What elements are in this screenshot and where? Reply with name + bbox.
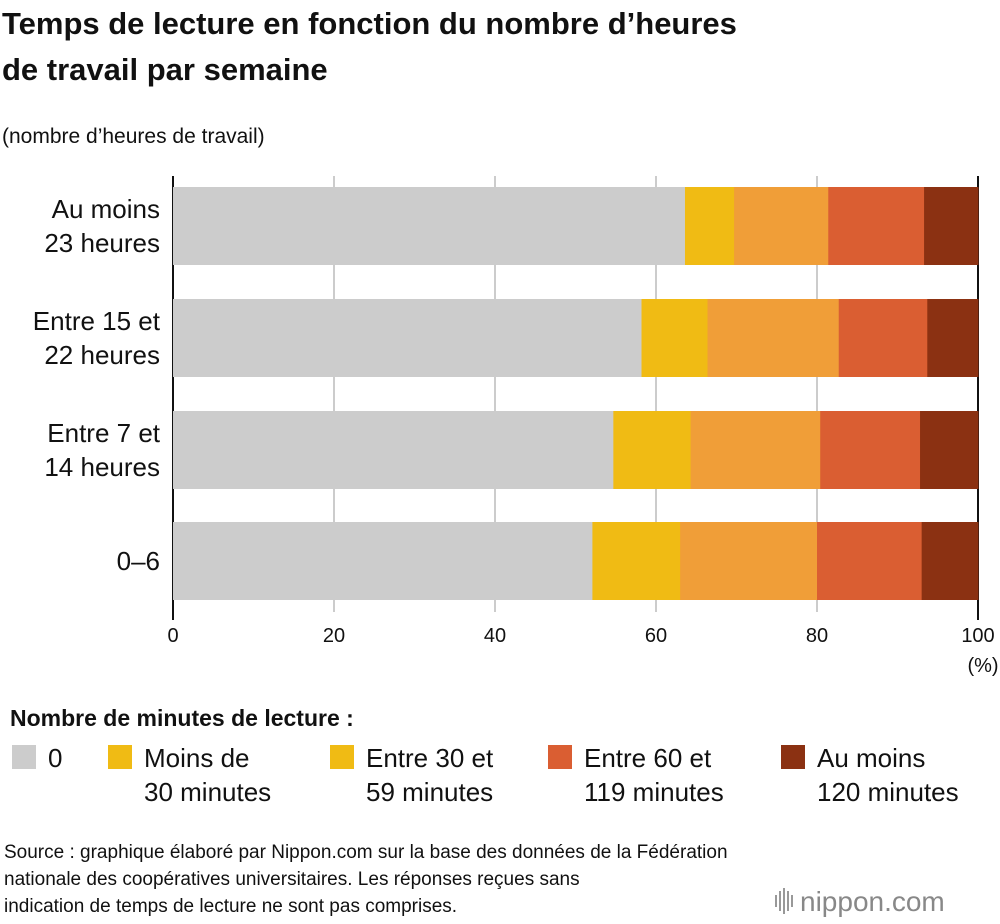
bar-segment-2-3 <box>820 411 921 489</box>
x-tick-80: 80 <box>806 625 828 647</box>
legend-label-1-1: 30 minutes <box>144 777 271 807</box>
bar-segment-3-4 <box>921 522 979 600</box>
legend-swatch-2 <box>330 745 354 769</box>
legend-swatch-0 <box>12 745 36 769</box>
bar-segment-0-0 <box>173 187 686 265</box>
source-line-2: nationale des coopératives universitaire… <box>4 869 580 890</box>
x-tick-0: 0 <box>167 625 178 647</box>
logo-text: nippon.com <box>800 886 945 917</box>
bar-segment-3-1 <box>592 522 681 600</box>
category-label-1-0: Entre 15 et <box>33 306 161 336</box>
bar-segment-1-0 <box>173 299 643 377</box>
source-line-3: indication de temps de lecture ne sont p… <box>4 896 457 917</box>
chart-title-line-1: Temps de lecture en fonction du nombre d… <box>2 6 737 41</box>
legend-label-3-1: 119 minutes <box>584 777 724 807</box>
bar-row-3 <box>173 522 979 600</box>
legend-item-4: Au moins 120 minutes <box>781 743 959 807</box>
category-labels: Au moins 23 heures Entre 15 et 22 heures Ent… <box>33 194 161 576</box>
legend-label-0-0: 0 <box>48 743 62 773</box>
chart-title-line-2: de travail par semaine <box>2 52 328 87</box>
legend-label-2-0: Entre 30 et <box>366 743 494 773</box>
x-tick-100: 100 <box>961 625 994 647</box>
x-unit-label: (%) <box>967 655 998 677</box>
bar-segment-2-0 <box>173 411 614 489</box>
x-tick-20: 20 <box>323 625 345 647</box>
category-label-2-0: Entre 7 et <box>47 418 161 448</box>
legend-label-2-1: 59 minutes <box>366 777 493 807</box>
legend-label-4-1: 120 minutes <box>817 777 959 807</box>
legend-item-2: Entre 30 et 59 minutes <box>330 743 494 807</box>
bar-segment-3-2 <box>680 522 818 600</box>
legend-label-1-0: Moins de <box>144 743 250 773</box>
legend-item-3: Entre 60 et 119 minutes <box>548 743 724 807</box>
legend-swatch-3 <box>548 745 572 769</box>
bar-segment-1-2 <box>707 299 840 377</box>
bar-segment-3-3 <box>817 522 923 600</box>
category-label-0-0: Au moins <box>52 194 160 224</box>
legend-swatch-4 <box>781 745 805 769</box>
x-tick-40: 40 <box>484 625 506 647</box>
category-label-0-1: 23 heures <box>44 228 160 258</box>
source-line-1: Source : graphique élaboré par Nippon.co… <box>4 842 728 863</box>
legend-swatch-1 <box>108 745 132 769</box>
category-label-3-0: 0–6 <box>117 546 160 576</box>
bar-row-2 <box>173 411 979 489</box>
x-tick-labels: 0 20 40 60 80 100 <box>167 625 994 647</box>
category-label-1-1: 22 heures <box>44 340 160 370</box>
bar-segment-0-3 <box>828 187 925 265</box>
bar-segment-1-3 <box>838 299 928 377</box>
legend: 0 Moins de 30 minutes Entre 30 et 59 minutes… <box>12 743 959 807</box>
bar-segment-1-1 <box>641 299 709 377</box>
bar-row-1 <box>173 299 979 377</box>
logo-mark-icon <box>775 888 793 914</box>
category-label-2-1: 14 heures <box>44 452 160 482</box>
nippon-logo: nippon.com <box>775 886 945 917</box>
bar-segment-2-1 <box>613 411 692 489</box>
bar-segment-0-1 <box>684 187 735 265</box>
bar-segment-0-4 <box>924 187 979 265</box>
legend-item-1: Moins de 30 minutes <box>108 743 271 807</box>
legend-label-4-0: Au moins <box>817 743 925 773</box>
x-tick-60: 60 <box>645 625 667 647</box>
legend-label-3-0: Entre 60 et <box>584 743 712 773</box>
y-axis-label: (nombre d’heures de travail) <box>2 125 265 148</box>
bar-row-0 <box>173 187 979 265</box>
bar-segment-2-2 <box>690 411 821 489</box>
legend-title: Nombre de minutes de lecture : <box>10 705 354 731</box>
bar-segment-3-0 <box>173 522 593 600</box>
bar-segment-1-4 <box>927 299 979 377</box>
bar-segment-0-2 <box>734 187 829 265</box>
bar-segment-2-4 <box>920 411 979 489</box>
legend-item-0: 0 <box>12 743 62 773</box>
bars <box>173 187 979 600</box>
